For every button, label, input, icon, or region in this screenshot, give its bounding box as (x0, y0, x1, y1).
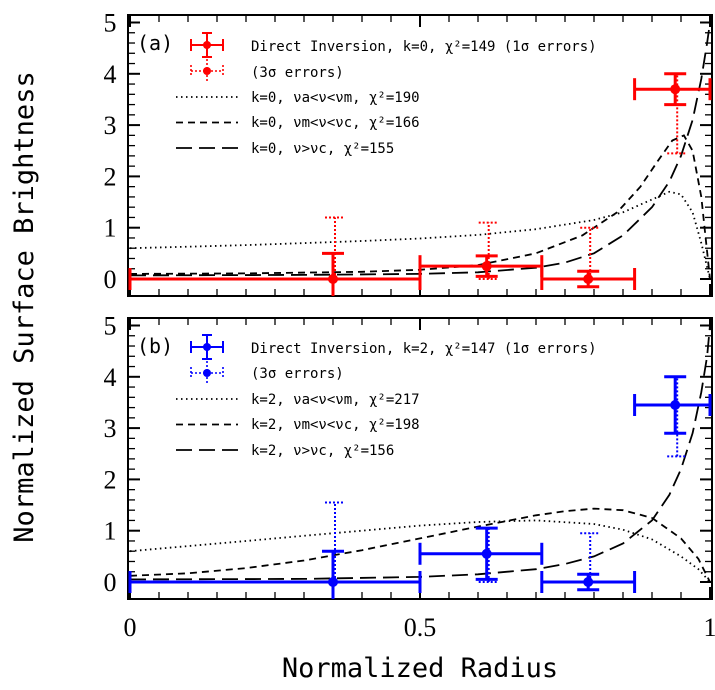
y-tick-label: 1 (104, 214, 117, 243)
panel-b-legend-curve1: k=2, νa<ν<νm, χ²=217 (251, 392, 420, 408)
model-curve-dotted (129, 519, 711, 583)
x-tick-label: 0 (124, 613, 137, 642)
x-tick-labels: 0 0.5 1 (124, 613, 715, 642)
legend-point-3sigma (203, 369, 211, 377)
panel-a-legend-curve2: k=0, νm<ν<νc, χ²=166 (251, 115, 420, 131)
data-point (481, 261, 492, 272)
panel-a-label: (a) (137, 31, 173, 55)
panel-a-frame (127, 14, 713, 297)
panel-b-ticks: 0 1 2 3 4 5 (104, 312, 712, 599)
y-tick-label: 2 (104, 465, 117, 494)
y-tick-label: 3 (104, 414, 117, 443)
y-tick-label: 5 (104, 9, 117, 38)
y-tick-label: 0 (104, 568, 117, 597)
data-point (670, 400, 681, 411)
y-tick-label: 0 (104, 265, 117, 294)
panel-a-curves (129, 22, 711, 280)
panel-a-legend-curve1: k=0, νa<ν<νm, χ²=190 (251, 90, 420, 106)
x-tick-label: 1 (704, 613, 715, 642)
model-curve-longdash (129, 325, 711, 581)
x-tick-label: 0.5 (404, 613, 437, 642)
model-curve-longdash (129, 22, 711, 277)
y-tick-label: 1 (104, 517, 117, 546)
legend-point (203, 343, 211, 351)
panel-b-points (128, 375, 712, 599)
data-point (583, 577, 594, 587)
data-point (328, 274, 338, 284)
y-tick-label: 5 (104, 312, 117, 341)
y-tick-label: 4 (104, 363, 117, 392)
panel-a-legend: (a) Direct Inversion, k=0, χ²=149 (1σ er… (137, 31, 597, 157)
y-tick-label: 4 (104, 60, 117, 89)
panel-b-legend-direct3: (3σ errors) (251, 366, 344, 382)
model-curve-dotted (129, 190, 711, 280)
y-tick-label: 2 (104, 162, 117, 191)
panel-a-ticks: 0 1 2 3 4 5 (104, 9, 712, 296)
y-axis-title: Normalized Surface Brightness (9, 71, 40, 542)
panel-b: 0 1 2 3 4 5 (b) Direct Inversion, k=2, χ²=147… (104, 312, 713, 600)
data-point (670, 84, 681, 95)
x-axis-title: Normalized Radius (282, 653, 558, 684)
panel-a: 0 1 2 3 4 5 (a) Direct Inversion, k=0, χ²=149… (104, 9, 713, 297)
panel-a-legend-symbols (176, 32, 238, 149)
data-point (583, 274, 594, 284)
y-tick-label: 3 (104, 111, 117, 140)
data-point (481, 548, 492, 559)
panel-a-legend-direct3: (3σ errors) (251, 65, 344, 81)
data-point (328, 577, 338, 587)
panel-b-legend: (b) Direct Inversion, k=2, χ²=147 (1σ er… (137, 334, 597, 459)
panel-b-legend-curve3: k=2, ν>νc, χ²=156 (251, 443, 394, 459)
panel-b-label: (b) (137, 334, 173, 358)
panel-a-legend-curve3: k=0, ν>νc, χ²=155 (251, 141, 394, 157)
panel-b-legend-direct: Direct Inversion, k=2, χ²=147 (1σ errors… (251, 341, 597, 357)
model-curve-dashed (129, 507, 711, 583)
panel-a-points (128, 72, 712, 296)
legend-point-3sigma (203, 67, 211, 75)
panel-a-legend-curve1-text: k=0, νa<ν<νm, χ²=190 (251, 90, 420, 106)
panel-b-legend-curve2: k=2, νm<ν<νc, χ²=198 (251, 417, 420, 433)
model-curve-dashed (129, 134, 711, 280)
legend-point (203, 41, 211, 49)
panel-a-legend-direct: Direct Inversion, k=0, χ²=149 (1σ errors… (251, 39, 597, 55)
panel-b-legend-symbols (176, 334, 238, 451)
